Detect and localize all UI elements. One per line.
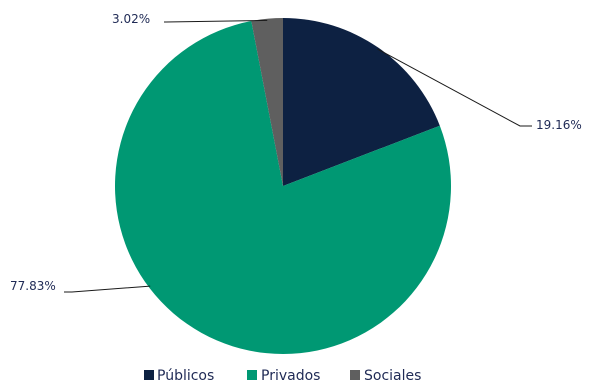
data-label: 77.83% xyxy=(10,279,56,293)
legend-swatch xyxy=(350,370,360,380)
data-labels: 19.16% 77.83% 3.02% xyxy=(10,12,582,293)
data-label: 19.16% xyxy=(536,118,582,132)
legend: Públicos Privados Sociales xyxy=(144,368,421,384)
legend-label: Públicos xyxy=(157,368,214,384)
pie-slice-publicos xyxy=(283,18,440,186)
pie-slice-sociales xyxy=(251,18,283,186)
legend-label: Privados xyxy=(261,368,320,384)
leader-line xyxy=(164,19,268,23)
leader-line xyxy=(376,48,532,127)
pie-slices xyxy=(115,18,452,354)
leader-line xyxy=(64,285,151,293)
legend-swatch xyxy=(247,370,257,380)
leader-lines xyxy=(64,19,532,293)
legend-swatch xyxy=(144,370,154,380)
pie-slice-privados xyxy=(115,21,452,354)
legend-label: Sociales xyxy=(364,368,421,384)
data-label: 3.02% xyxy=(112,12,150,26)
